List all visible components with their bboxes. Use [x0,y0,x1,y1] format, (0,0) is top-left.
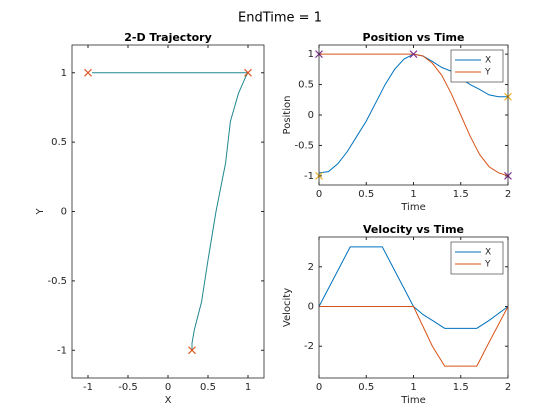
y-tick-label: -2 [304,341,314,352]
y-tick-label: 0 [308,110,314,121]
marker [409,50,418,59]
x-tick-label: 1 [410,382,416,393]
x-tick-label: 0.5 [358,382,374,393]
marker [188,346,196,355]
data-line [319,306,509,367]
legend-label: X [485,248,491,258]
x-tick-label: -1 [83,382,93,393]
figure-title: EndTime = 1 [238,11,322,26]
legend-box [450,241,504,275]
x-tick-label: 2 [505,382,511,393]
y-axis-label: Velocity [282,288,293,327]
x-axis-label: Time [400,395,425,406]
y-tick-label: -1 [57,345,67,356]
y-tick-label: 1 [308,49,314,60]
y-tick-label: -1 [304,171,314,182]
axes-box [71,44,265,379]
legend-label: Y [484,68,491,78]
x-axis-label: X [165,395,172,406]
x-tick-label: -0.5 [118,382,138,393]
x-tick-label: 0 [316,382,322,393]
y-tick-label: 2 [308,262,314,273]
x-tick-label: 1.5 [453,189,469,200]
x-tick-label: 1.5 [453,382,469,393]
axes-title: Velocity vs Time [363,223,464,236]
x-tick-label: 0 [316,189,322,200]
y-tick-label: 0 [308,302,314,313]
marker [84,68,92,77]
axes-title: 2-D Trajectory [124,31,211,44]
y-axis-label: Y [35,208,46,216]
legend-label: X [485,56,491,66]
y-tick-label: 0 [61,207,67,218]
y-tick-label: -0.5 [47,276,67,287]
y-axis-label: Position [282,96,293,135]
x-tick-label: 2 [505,189,511,200]
x-tick-label: 1 [410,189,416,200]
axes-box [318,236,509,379]
legend-label: Y [484,260,491,270]
y-tick-label: 0.5 [51,137,67,148]
axes-title: Position vs Time [363,31,465,44]
data-line [318,246,509,329]
legend-box [450,49,504,83]
axes-box [318,44,509,186]
x-axis-label: Time [400,202,425,213]
marker [244,68,252,77]
x-tick-label: 0.5 [358,189,374,200]
y-tick-label: -0.5 [294,140,314,151]
x-tick-label: 1 [245,382,251,393]
y-tick-label: 1 [61,68,67,79]
y-tick-label: 0.5 [298,80,314,91]
x-tick-label: 0 [165,382,171,393]
axes-background [72,45,264,378]
x-tick-label: 0.5 [200,382,216,393]
